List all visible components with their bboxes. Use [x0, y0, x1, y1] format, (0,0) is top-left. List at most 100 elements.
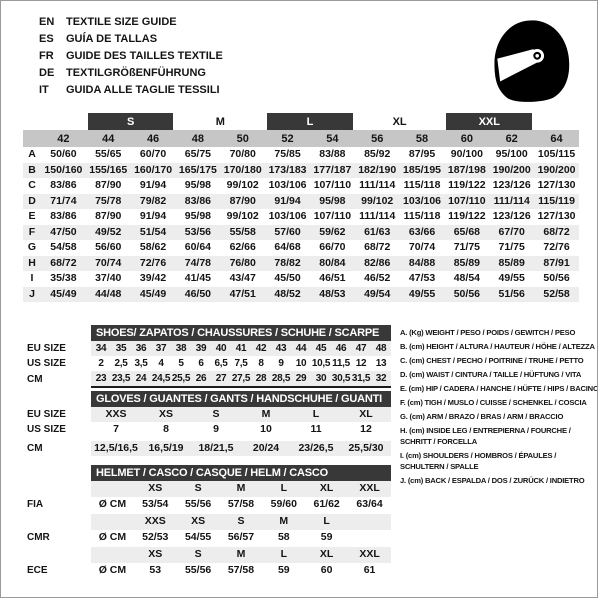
legend-line: G. (cm) ARM / BRAZO / BRAS / ARM / BRACC… [400, 412, 564, 421]
measurement-cell: 49/52 [85, 224, 131, 240]
measurement-cell: 150/160 [41, 162, 86, 178]
measurement-cell: 177/187 [309, 162, 355, 178]
cell: 8 [163, 423, 169, 435]
size-number: 52 [265, 130, 310, 147]
corner-cell [23, 130, 41, 147]
cell: XXL [348, 545, 391, 563]
shoes-table: SHOES/ ZAPATOS / CHAUSSURES / SCHUHE / S… [26, 325, 391, 388]
cell: 12 [355, 358, 367, 369]
size-group-label: S [83, 113, 178, 130]
measurement-row: D 71/74 75/78 79/82 83/86 87/90 91/94 95/98 99/1… [23, 193, 579, 209]
shoes-table-title: SHOES/ ZAPATOS / CHAUSSURES / SCHUHE / S… [91, 325, 391, 341]
helmet-table-title: HELMET / CASCO / CASQUE / HELM / CASCO [91, 465, 391, 481]
measurement-cell: 107/110 [313, 179, 352, 191]
row-label: ECE [26, 562, 91, 578]
row-letter: F [23, 224, 41, 240]
cell: 58 [277, 530, 290, 543]
measurement-cell: 41/45 [184, 272, 212, 284]
cell: 47 [351, 341, 371, 356]
language-row: ES GUÍA DE TALLAS [39, 31, 223, 48]
cell: 38 [171, 341, 191, 356]
size-number: 42 [41, 130, 86, 147]
measurement-row: G 54/58 56/60 58/62 60/64 62/66 64/68 66/70 68/7… [23, 240, 579, 256]
measurement-cell: 70/80 [229, 148, 256, 160]
measurement-cell: 103/106 [268, 210, 307, 222]
cell [348, 530, 391, 547]
size-group-label: XL [392, 115, 407, 128]
measurement-cell: 91/94 [265, 193, 310, 209]
cell: 25,5/30 [341, 437, 391, 456]
cell: 24 [131, 371, 151, 388]
cell: XXS [91, 407, 141, 422]
table-row: ECE Ø CM 53 55/56 57/58 59 60 61 [26, 562, 391, 578]
size-number: 56 [354, 130, 400, 147]
measurement-cell: 187/198 [444, 162, 490, 178]
legend-item: J. (cm) BACK / ESPALDA / DOS / ZURÜCK / … [400, 475, 597, 486]
measurement-cell: 165/175 [175, 162, 221, 178]
measurement-cell: 55/58 [220, 224, 266, 240]
cell: 23 [91, 371, 111, 388]
language-title: GUIDE DES TAILLES TEXTILE [66, 50, 223, 62]
cell: 11,5 [332, 358, 350, 369]
cell: 60 [320, 563, 333, 576]
measurement-cell: 70/74 [85, 255, 131, 271]
cell: L [305, 512, 349, 530]
language-row: IT GUIDA ALLE TAGLIE TESSILI [39, 82, 223, 99]
table-row: EU SIZE 34 35 36 37 38 39 40 41 42 43 44 45 46 47 48 [26, 341, 391, 356]
measurement-cell: 65/68 [444, 224, 490, 240]
table-row: US SIZE 7 8 9 10 11 12 [26, 422, 391, 439]
row-letter: H [23, 255, 41, 271]
language-row: FR GUIDE DES TAILLES TEXTILE [39, 48, 223, 65]
corner-cell [23, 113, 41, 130]
cell: 12 [360, 423, 372, 435]
measurement-cell: 170/180 [220, 162, 266, 178]
cell: 40 [211, 341, 231, 356]
language-title-list: EN TEXTILE SIZE GUIDE ES GUÍA DE TALLAS FR GU… [39, 14, 223, 99]
row-label: EU SIZE [26, 341, 91, 356]
measurement-cell: 90/100 [450, 148, 483, 160]
measurement-cell: 48/54 [453, 272, 480, 284]
cell: XS [133, 545, 177, 563]
cell: 16,5/19 [141, 437, 191, 456]
row-label: US SIZE [26, 422, 91, 439]
measurement-cell: 119/122 [448, 210, 486, 222]
measurement-cell: 60/70 [139, 148, 167, 160]
size-number: 58 [399, 130, 445, 147]
size-group-label [534, 113, 579, 130]
measurement-cell: 95/100 [495, 148, 528, 160]
cell: 24,5 [151, 371, 171, 388]
table-row: EU SIZE XXS XS S M L XL [26, 407, 391, 422]
measurement-cell: 47/53 [408, 272, 436, 284]
measurement-cell: 58/62 [139, 241, 167, 253]
row-label: US SIZE [26, 356, 91, 371]
language-code: DE [39, 67, 55, 79]
legend-item: B. (cm) HEIGHT / ALTURA / HAUTEUR / HÖHE… [400, 341, 597, 352]
cell: Ø CM [98, 530, 127, 543]
measurement-cell: 80/84 [309, 255, 355, 271]
row-letter: A [28, 148, 36, 160]
table-row: XS S M L XL XXL [26, 545, 391, 563]
measurement-cell: 45/49 [41, 286, 86, 302]
legend-item: G. (cm) ARM / BRAZO / BRAS / ARM / BRACC… [400, 411, 597, 422]
size-group-label: L [263, 113, 357, 130]
cell: S [176, 545, 220, 563]
measurement-cell: 111/114 [359, 210, 396, 222]
language-code: ES [39, 33, 54, 45]
cell: 7 [113, 423, 119, 435]
measurement-cell: 51/56 [489, 286, 535, 302]
cell: 36 [131, 341, 151, 356]
cell: XL [341, 407, 391, 422]
cell: 61 [363, 563, 376, 576]
measurement-cell: 50/56 [543, 272, 570, 284]
legend-item: F. (cm) TIGH / MUSLO / CUISSE / SCHENKEL… [400, 397, 597, 408]
cell: Ø CM [98, 563, 127, 576]
measurement-cell: 61/63 [354, 224, 400, 240]
cell: 35 [111, 341, 131, 356]
cell: 2 [98, 358, 104, 369]
measurement-row: I 35/38 37/40 39/42 41/45 43/47 45/50 46/51 46/5… [23, 271, 579, 287]
measurement-cell: 91/94 [139, 210, 167, 222]
size-group-row: S M L XL XXL [23, 113, 579, 130]
cell: XS [133, 481, 177, 497]
measurement-cell: 70/74 [408, 241, 436, 253]
